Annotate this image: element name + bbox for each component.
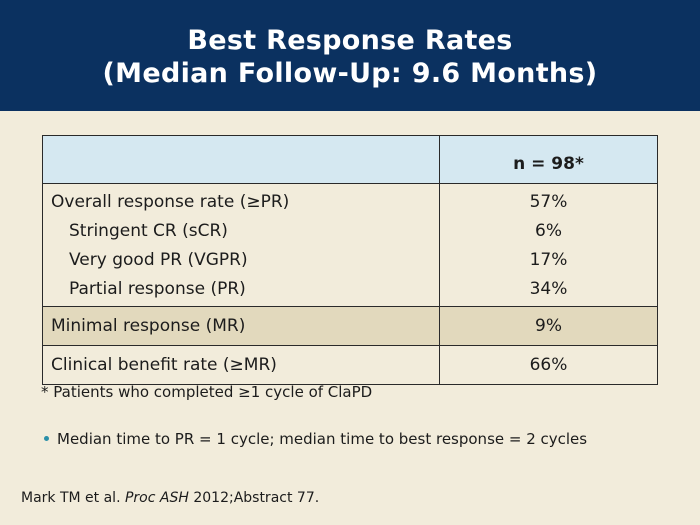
minimal-response-label: Minimal response (MR) [42,306,440,346]
clinical-benefit-label: Clinical benefit rate (≥MR) [42,345,440,385]
table-header-row: n = 98* [42,135,658,184]
citation-rest: 2012;Abstract 77. [193,490,320,506]
stringent-cr-label: Stringent CR (sCR) [69,221,228,241]
vgpr-label: Very good PR (VGPR) [69,250,248,270]
overall-response-label: Overall response rate (≥PR) [51,192,290,212]
overall-response-value: 57% [529,192,568,212]
slide-title-line-1: Best Response Rates [187,25,513,56]
response-group-labels: Overall response rate (≥PR) Stringent CR… [42,183,440,307]
citation: Mark TM et al. Proc ASH 2012;Abstract 77… [21,490,319,506]
citation-journal: Proc ASH [124,490,189,506]
response-table: n = 98* Overall response rate (≥PR) Stri… [42,135,658,385]
clinical-benefit-value: 66% [439,345,658,385]
vgpr-value: 17% [529,250,568,270]
bullet-text: Median time to PR = 1 cycle; median time… [57,430,588,448]
table-row-minimal-response: Minimal response (MR) 9% [42,306,658,346]
citation-authors: Mark TM et al. [21,490,121,506]
minimal-response-value: 9% [439,306,658,346]
response-table-container: n = 98* Overall response rate (≥PR) Stri… [42,135,658,385]
bullet-item: Median time to PR = 1 cycle; median time… [44,430,587,448]
table-row-clinical-benefit: Clinical benefit rate (≥MR) 66% [42,345,658,385]
stringent-cr-value: 6% [535,221,562,241]
partial-response-label: Partial response (PR) [69,279,246,299]
table-row-response-group: Overall response rate (≥PR) Stringent CR… [42,183,658,307]
table-footnote: * Patients who completed ≥1 cycle of Cla… [41,383,373,401]
table-header-n: n = 98* [439,135,658,184]
response-group-values: 57% 6% 17% 34% [439,183,658,307]
title-bar: Best Response Rates (Median Follow-Up: 9… [0,0,700,111]
slide-title-line-2: (Median Follow-Up: 9.6 Months) [102,58,598,89]
bullet-dot-icon [44,436,49,441]
partial-response-value: 34% [529,279,568,299]
table-header-label [42,135,440,184]
